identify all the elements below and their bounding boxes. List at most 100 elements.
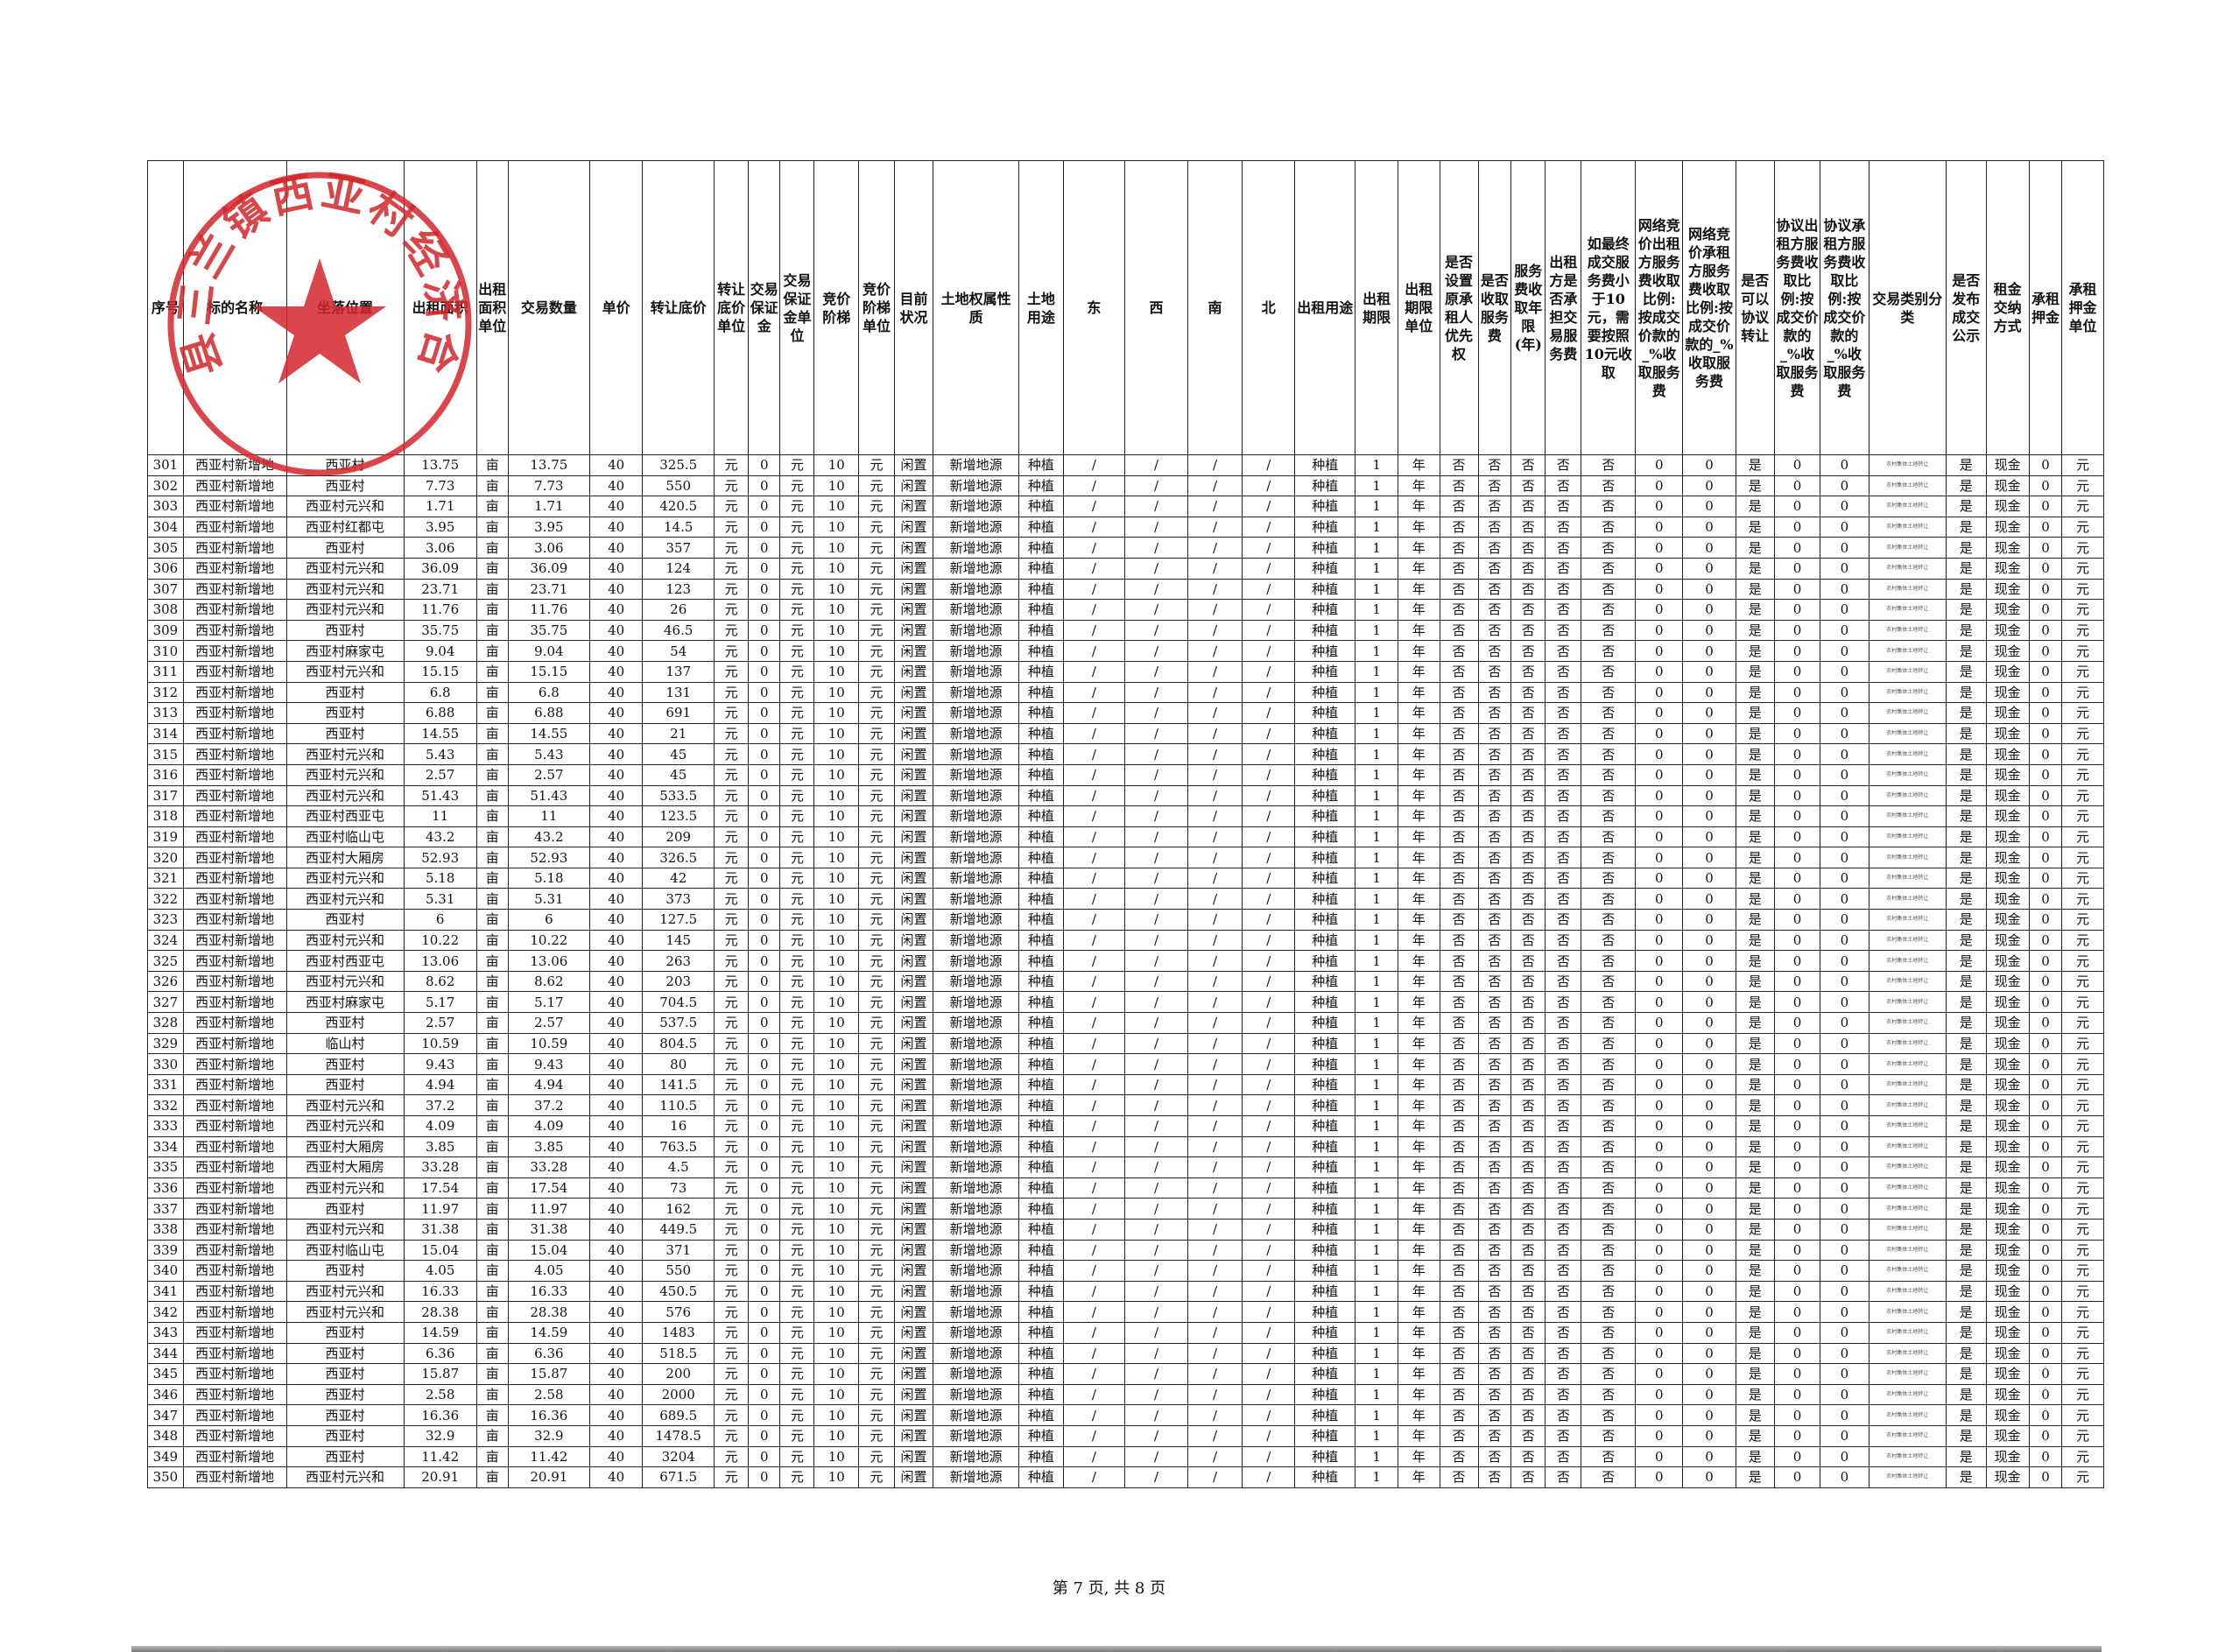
table-cell: 种植: [1018, 557, 1064, 580]
table-cell: 是: [1945, 599, 1987, 621]
table-cell: 元: [858, 496, 895, 517]
table-cell: /: [1062, 805, 1126, 827]
table-cell: /: [1186, 991, 1243, 1014]
table-cell: 是: [1945, 1053, 1987, 1075]
table-cell: 西亚村: [285, 1073, 405, 1096]
table-cell: 西亚村红都屯: [285, 516, 405, 538]
table-cell: 元: [779, 970, 815, 993]
table-cell: 种植: [1294, 1198, 1356, 1220]
table-cell: 319: [147, 826, 184, 848]
table-cell: 种植: [1018, 991, 1064, 1014]
table-cell: 亩: [475, 909, 509, 931]
table-cell: /: [1186, 763, 1243, 786]
table-cell: 337: [147, 1198, 184, 1220]
table-cell: 1: [1355, 702, 1399, 724]
table-cell: 闲置: [893, 1466, 934, 1488]
table-cell: 0: [1820, 640, 1869, 662]
table-cell: 农村集体土地转让: [1868, 847, 1947, 868]
table-cell: 否: [1439, 1115, 1479, 1137]
table-cell: 是: [1735, 888, 1775, 910]
table-cell: 533.5: [642, 784, 715, 807]
table-cell: 0: [1773, 1260, 1821, 1282]
table-cell: 否: [1545, 1156, 1582, 1178]
table-cell: 0: [1682, 1012, 1736, 1034]
table-cell: 0: [748, 763, 781, 786]
table-cell: 元: [858, 1363, 895, 1385]
table-cell: 元: [714, 1321, 750, 1344]
table-cell: 元: [858, 847, 895, 868]
table-cell: 年: [1398, 722, 1440, 745]
table-cell: 40: [588, 537, 644, 559]
table-cell: 年: [1398, 1321, 1440, 1344]
table-cell: 11.76: [507, 599, 590, 621]
table-cell: /: [1186, 640, 1243, 662]
table-cell: 0: [2028, 1012, 2063, 1034]
table-cell: 年: [1398, 1280, 1440, 1303]
table-cell: 否: [1545, 1466, 1582, 1488]
table-cell: 闲置: [893, 660, 934, 683]
table-cell: 闲置: [893, 1363, 934, 1385]
table-cell: /: [1062, 496, 1126, 517]
table-cell: /: [1124, 743, 1188, 765]
table-cell: 是: [1945, 1239, 1987, 1262]
table-cell: 是: [1945, 722, 1987, 745]
table-cell: 0: [1820, 578, 1869, 601]
table-cell: 37.2: [507, 1094, 590, 1116]
table-cell: 元: [779, 599, 815, 621]
table-cell: 现金: [1985, 1239, 2030, 1262]
table-cell: 1478.5: [642, 1424, 715, 1447]
table-cell: 320: [147, 847, 184, 868]
table-cell: /: [1186, 970, 1243, 993]
table-cell: 否: [1545, 1342, 1582, 1365]
table-cell: 年: [1398, 537, 1440, 559]
table-cell: 0: [1682, 1239, 1736, 1262]
table-cell: 16.33: [507, 1280, 590, 1303]
table-cell: 否: [1545, 826, 1582, 848]
table-cell: 西亚村大厢房: [285, 847, 405, 868]
table-row: 328 西亚村新增地 西亚村 2.57 亩 2.57 40 537.5 元 0 元 10 元闲置 新增地源…: [147, 1012, 2104, 1034]
table-cell: 元: [714, 1301, 750, 1323]
table-cell: 0: [748, 681, 781, 704]
table-cell: 否: [1581, 722, 1637, 745]
table-cell: 42: [642, 867, 715, 889]
table-cell: 0: [748, 516, 781, 538]
table-cell: 年: [1398, 1466, 1440, 1488]
table-cell: 是: [1945, 1342, 1987, 1365]
table-cell: 新增地源: [933, 660, 1020, 683]
table-cell: 10: [813, 1218, 860, 1241]
table-cell: /: [1242, 1445, 1296, 1468]
table-cell: 343: [147, 1321, 184, 1344]
table-cell: 闲置: [893, 599, 934, 621]
table-cell: 6.88: [403, 702, 477, 724]
table-cell: 元: [714, 496, 750, 517]
table-cell: 年: [1398, 1115, 1440, 1137]
table-cell: 新增地源: [933, 1218, 1020, 1241]
table-cell: 否: [1581, 743, 1637, 765]
table-cell: 否: [1477, 1177, 1512, 1199]
table-cell: /: [1186, 1445, 1243, 1468]
table-cell: 农村集体土地转让: [1868, 496, 1947, 517]
table-cell: 46.5: [642, 619, 715, 642]
table-cell: 15.87: [507, 1363, 590, 1385]
table-cell: 种植: [1294, 537, 1356, 559]
table-cell: 新增地源: [933, 1466, 1020, 1488]
table-cell: 1: [1355, 475, 1399, 497]
table-cell: 是: [1735, 826, 1775, 848]
table-cell: 0: [1682, 743, 1736, 765]
table-cell: 是: [1945, 1280, 1987, 1303]
table-cell: 0: [1773, 1383, 1821, 1406]
table-cell: 40: [588, 557, 644, 580]
table-cell: 0: [748, 1218, 781, 1241]
table-cell: 西亚村新增地: [182, 970, 287, 993]
table-cell: 元: [2061, 681, 2104, 704]
table-cell: 种植: [1018, 1073, 1064, 1096]
table-cell: /: [1062, 454, 1126, 476]
table-cell: 元: [779, 909, 815, 931]
table-cell: 临山村: [285, 1032, 405, 1055]
table-cell: 10: [813, 537, 860, 559]
table-cell: 新增地源: [933, 743, 1020, 765]
table-cell: 元: [714, 950, 750, 972]
table-cell: 0: [1773, 888, 1821, 910]
table-cell: 40: [588, 599, 644, 621]
table-cell: /: [1242, 763, 1296, 786]
